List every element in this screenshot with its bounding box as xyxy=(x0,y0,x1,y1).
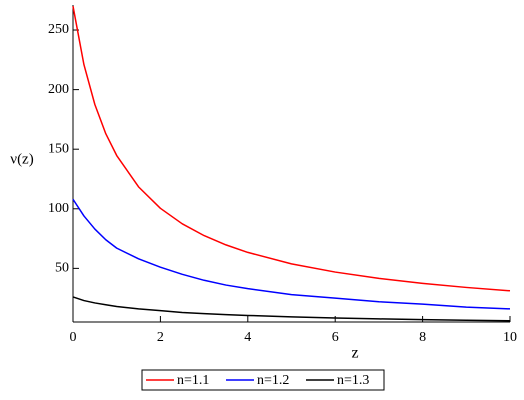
series-line xyxy=(72,296,511,322)
x-tick-label: 2 xyxy=(157,330,164,345)
legend-box xyxy=(141,369,385,391)
legend-label: n=1.1 xyxy=(177,373,209,388)
legend-label: n=1.2 xyxy=(257,373,289,388)
y-tick-label: 50 xyxy=(55,261,69,276)
x-tick-label: 6 xyxy=(332,330,339,345)
x-tick-label: 0 xyxy=(70,330,77,345)
legend-label: n=1.3 xyxy=(337,373,369,388)
x-tick-label: 10 xyxy=(503,330,517,345)
y-tick-label: 200 xyxy=(48,82,69,97)
y-axis-label: ν(z) xyxy=(10,151,33,167)
x-tick-label: 8 xyxy=(419,330,426,345)
y-tick-label: 250 xyxy=(48,22,69,37)
x-tick-label: 4 xyxy=(244,330,251,345)
y-tick-label: 150 xyxy=(48,141,69,156)
series-line xyxy=(72,6,511,292)
series-line xyxy=(72,198,511,310)
x-axis-label: z xyxy=(351,345,358,362)
y-tick-label: 100 xyxy=(48,201,69,216)
